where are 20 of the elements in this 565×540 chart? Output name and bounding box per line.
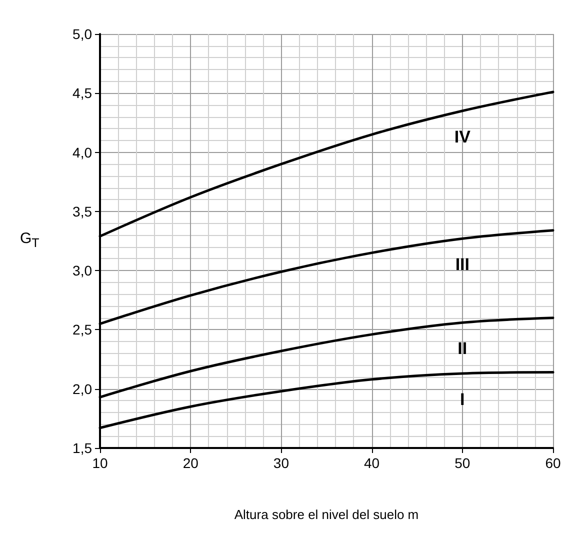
series-label: II bbox=[458, 339, 468, 358]
y-tick-label: 1,5 bbox=[72, 440, 92, 456]
x-tick-label: 20 bbox=[182, 455, 199, 471]
series-label: III bbox=[455, 255, 470, 274]
x-tick-label: 10 bbox=[92, 455, 108, 471]
x-tick-label: 50 bbox=[454, 455, 470, 471]
y-axis-title: G$_{T}$ bbox=[20, 230, 40, 250]
y-tick-label: 2,0 bbox=[72, 380, 92, 397]
y-tick-label: 3,5 bbox=[72, 203, 92, 220]
y-tick-label: 2,5 bbox=[72, 322, 92, 338]
x-tick-label: 30 bbox=[273, 455, 290, 471]
y-tick-label: 4,5 bbox=[72, 85, 92, 102]
y-tick-label: 3,0 bbox=[72, 262, 92, 279]
x-tick-label: 40 bbox=[364, 455, 380, 471]
y-tick-label: 4,0 bbox=[72, 144, 92, 160]
series-label: I bbox=[460, 390, 465, 409]
series-label: IV bbox=[454, 127, 472, 146]
y-tick-label: 5,0 bbox=[72, 26, 92, 42]
x-axis-title: Altura sobre el nivel del suelo m bbox=[234, 507, 419, 522]
x-tick-label: 60 bbox=[545, 455, 561, 471]
